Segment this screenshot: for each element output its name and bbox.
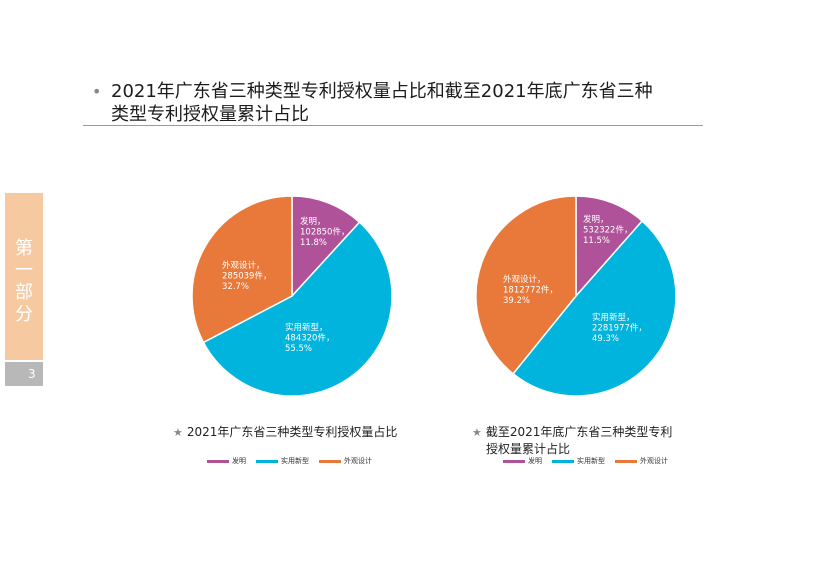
legend-swatch-invention xyxy=(503,459,525,463)
legend-item-design: 外观设计 xyxy=(319,456,372,466)
legend-item-invention: 发明 xyxy=(207,456,246,466)
chart-2-slice-utility xyxy=(512,219,677,397)
legend-label-utility: 实用新型 xyxy=(577,457,605,465)
chart-1-legend: 发明 实用新型 外观设计 xyxy=(207,456,382,466)
legend-swatch-design xyxy=(319,459,341,463)
chart-1-label-utility: 实用新型， 484320件， 55.5% xyxy=(285,322,334,354)
section-char-2: 一 xyxy=(15,260,33,281)
legend-label-design: 外观设计 xyxy=(344,457,372,465)
chart-2-label-invention: 发明， 532322件， 11.5% xyxy=(583,214,632,246)
section-char-1: 第 xyxy=(15,238,33,259)
legend-item-utility: 实用新型 xyxy=(256,456,309,466)
chart-2-slice-design xyxy=(475,195,577,375)
chart-2-slice-invention xyxy=(575,195,644,298)
title-bullet: • xyxy=(92,82,102,101)
chart-1-slice-invention xyxy=(291,195,361,298)
legend-label-design: 外观设计 xyxy=(640,457,668,465)
chart-1-caption: ★ 2021年广东省三种类型专利授权量占比 xyxy=(173,424,397,441)
title-divider xyxy=(83,125,703,126)
section-char-3: 部 xyxy=(15,282,33,303)
chart-2-legend: 发明 实用新型 外观设计 xyxy=(503,456,678,466)
legend-item-invention: 发明 xyxy=(503,456,542,466)
section-char-4: 分 xyxy=(15,304,33,325)
legend-item-design: 外观设计 xyxy=(615,456,668,466)
chart-1-label-design: 外观设计， 285039件， 32.7% xyxy=(222,260,271,292)
chart-2-label-design: 外观设计， 1812772件， 39.2% xyxy=(503,274,558,306)
title-line-2: 类型专利授权量累计占比 xyxy=(111,104,309,125)
legend-label-invention: 发明 xyxy=(528,457,542,465)
chart-2-label-utility: 实用新型， 2281977件， 49.3% xyxy=(592,312,647,344)
chart-1-label-invention: 发明， 102850件， 11.8% xyxy=(300,216,349,248)
chart-2-caption-line-2: 授权量累计占比 xyxy=(486,442,571,456)
chart-2-caption: ★ 截至2021年底广东省三种类型专利 授权量累计占比 xyxy=(472,424,672,457)
legend-swatch-invention xyxy=(207,459,229,463)
legend-swatch-utility xyxy=(256,459,278,463)
legend-label-invention: 发明 xyxy=(232,457,246,465)
star-icon: ★ xyxy=(472,426,482,439)
page-title: • 2021年广东省三种类型专利授权量占比和截至2021年底广东省三种 类型专利… xyxy=(92,80,707,126)
chart-2-caption-line-1: 截至2021年底广东省三种类型专利 xyxy=(485,425,673,439)
legend-item-utility: 实用新型 xyxy=(552,456,605,466)
legend-swatch-utility xyxy=(552,459,574,463)
legend-label-utility: 实用新型 xyxy=(281,457,309,465)
page-number-text: 3 xyxy=(28,367,36,381)
legend-swatch-design xyxy=(615,459,637,463)
page-number: 3 xyxy=(5,362,43,386)
chart-1-caption-text: 2021年广东省三种类型专利授权量占比 xyxy=(186,425,398,439)
title-line-1: 2021年广东省三种类型专利授权量占比和截至2021年底广东省三种 xyxy=(111,81,653,102)
section-tab: 第 一 部 分 xyxy=(5,193,43,360)
chart-1-slice-design xyxy=(191,195,293,344)
chart-1-slice-utility xyxy=(202,221,393,397)
star-icon: ★ xyxy=(173,426,183,439)
